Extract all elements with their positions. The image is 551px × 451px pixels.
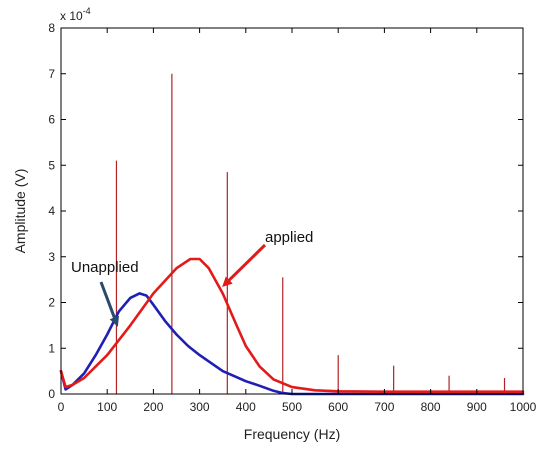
- x-tick-label: 700: [374, 400, 394, 414]
- annotation-arrow: [222, 243, 267, 288]
- annotation-applied: applied: [265, 229, 313, 246]
- y-tick-label: 5: [48, 158, 55, 172]
- y-scale-label: x 10-4: [60, 6, 91, 23]
- y-tick-label: 8: [48, 21, 55, 35]
- y-tick-label: 0: [48, 387, 55, 401]
- x-tick-label: 200: [143, 400, 163, 414]
- y-tick-label: 4: [48, 204, 55, 218]
- x-tick-label: 500: [282, 400, 302, 414]
- y-tick-label: 2: [48, 296, 55, 310]
- tick-labels: 0 100 200 300 400 500 600 700 800 900 1000 0 1 2 3 4 5 6 7…: [48, 21, 536, 414]
- axis-ticks: [60, 27, 524, 395]
- y-tick-label: 1: [48, 341, 55, 355]
- x-tick-label: 100: [97, 400, 117, 414]
- y-tick-label: 3: [48, 250, 55, 264]
- series-line-applied: [59, 257, 525, 394]
- x-tick-label: 1000: [510, 400, 537, 414]
- plot-area: [61, 28, 523, 394]
- y-tick-label: 6: [48, 113, 55, 127]
- x-tick-label: 400: [236, 400, 256, 414]
- x-axis-label: Frequency (Hz): [244, 426, 340, 442]
- x-tick-label: 0: [58, 400, 65, 414]
- x-tick-label: 800: [421, 400, 441, 414]
- y-tick-label: 7: [48, 67, 55, 81]
- x-tick-label: 900: [467, 400, 487, 414]
- annotation-arrow: [99, 281, 120, 327]
- x-tick-label: 600: [328, 400, 348, 414]
- x-tick-label: 300: [190, 400, 210, 414]
- y-axis-label: Amplitude (V): [12, 169, 28, 254]
- annotation-unapplied: Unapplied: [71, 259, 139, 276]
- annotation-arrows: [99, 243, 267, 327]
